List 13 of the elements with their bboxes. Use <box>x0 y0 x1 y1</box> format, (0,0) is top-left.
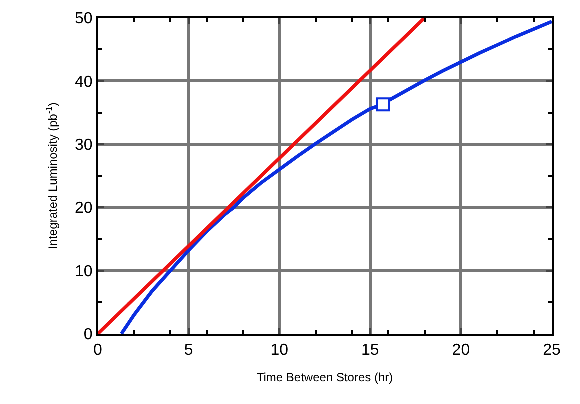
x-tick-label: 25 <box>543 342 561 360</box>
x-axis-title: Time Between Stores (hr) <box>256 370 394 385</box>
x-tick-label: 20 <box>452 342 470 360</box>
x-tick-label: 15 <box>362 342 380 360</box>
y-tick-label: 40 <box>75 74 93 91</box>
y-tick-label: 20 <box>75 200 93 218</box>
y-tick-label: 30 <box>75 137 93 154</box>
x-tick-label: 10 <box>270 342 289 360</box>
y-tick-label: 10 <box>75 263 93 280</box>
y-tick-label: 0 <box>84 326 93 344</box>
y-tick-label: 50 <box>75 10 93 28</box>
line-series <box>120 20 552 334</box>
x-tick-label: 5 <box>184 342 194 360</box>
